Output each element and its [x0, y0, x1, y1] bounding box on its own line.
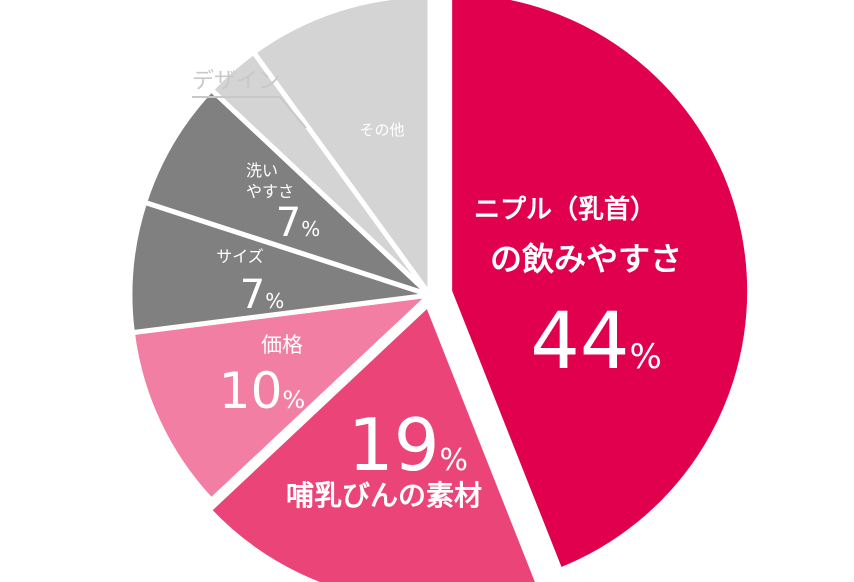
value-wash: 7%: [276, 200, 320, 246]
label-size: サイズ: [216, 247, 264, 266]
pie-slice-4: [141, 86, 432, 298]
value-price: 10%: [219, 362, 305, 420]
label-material: 哺乳びんの素材: [286, 479, 482, 512]
label-other: その他: [359, 121, 404, 139]
leader-line-design: [192, 96, 307, 129]
label-price: 価格: [261, 333, 303, 357]
leader-lines: [192, 96, 307, 129]
pie-slice-0: [447, 0, 753, 574]
label-nipple-line2: の飲みやすさ: [490, 240, 682, 278]
pie-slice-3: [127, 199, 431, 336]
value-nipple: 44%: [530, 297, 662, 387]
pie-slices: [127, 0, 753, 582]
value-material: 19%: [348, 403, 468, 487]
pie-slice-2: [129, 291, 438, 504]
label-nipple-line1: ニプル（乳首）: [474, 194, 656, 225]
pie-slice-1: [205, 300, 541, 582]
label-design: デザイン: [192, 69, 280, 94]
label-wash-line2: やすさ: [246, 182, 294, 201]
pie-labels: ニプル（乳首） の飲みやすさ 44% 19%哺乳びんの素材 価格 10% サイズ 7% 洗いやす…: [192, 69, 682, 512]
pie-slice-6: [250, 0, 433, 303]
label-wash-line1: 洗い: [246, 161, 278, 180]
value-size: 7%: [240, 272, 284, 318]
